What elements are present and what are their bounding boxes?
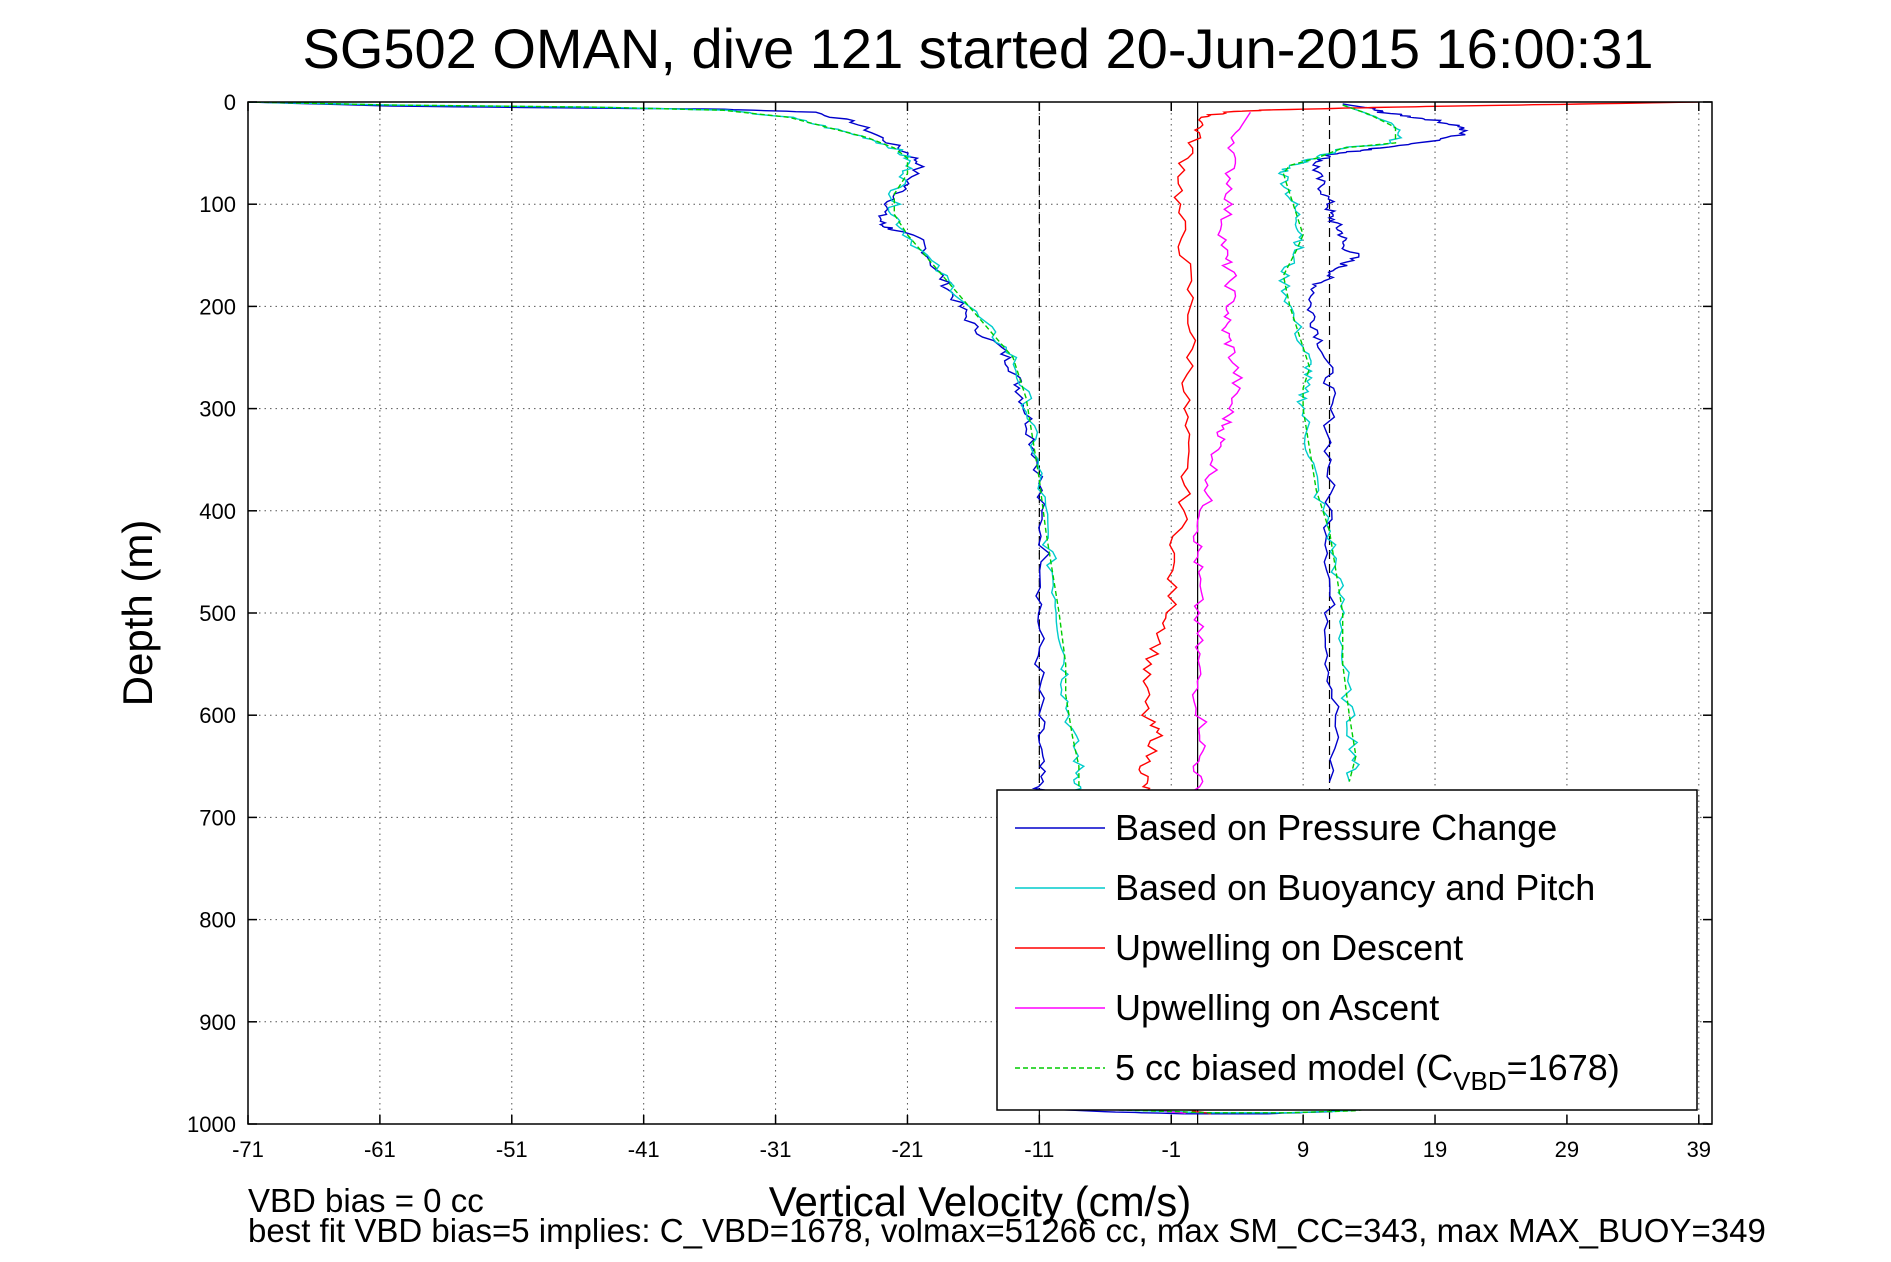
- series-line-based-on-buoyancy-and-pitch: [248, 102, 1086, 798]
- series-line-based-on-pressure-change: [248, 102, 1051, 798]
- x-tick-label: -51: [496, 1137, 528, 1162]
- legend-label: Upwelling on Descent: [1115, 927, 1463, 968]
- y-tick-label: 600: [199, 703, 236, 728]
- series-line-5-cc-biased-model-c-vbd-1678-: [248, 102, 1080, 797]
- x-tick-label: -61: [364, 1137, 396, 1162]
- x-tick-label: -21: [892, 1137, 924, 1162]
- x-tick-label: -11: [1024, 1137, 1054, 1162]
- y-tick-label: 800: [199, 908, 236, 933]
- y-tick-label: 500: [199, 601, 236, 626]
- x-axis-label: Vertical Velocity (cm/s): [769, 1178, 1191, 1225]
- plot-clip: [248, 102, 1699, 1115]
- legend-label: Based on Buoyancy and Pitch: [1115, 867, 1595, 908]
- y-tick-label: 1000: [187, 1112, 236, 1137]
- plot-area: -71 -61 -51 -41 -31 -21 -11 -1 9 19 29 39 0 100 200 30…: [187, 90, 1713, 1162]
- footnote-best-fit: best fit VBD bias=5 implies: C_VBD=1678,…: [248, 1212, 1766, 1249]
- legend-box: [996, 789, 1698, 1111]
- y-tick-label: 400: [199, 499, 236, 524]
- y-tick-label: 200: [199, 294, 236, 319]
- series-line-based-on-buoyancy-and-pitch: [1277, 104, 1403, 782]
- x-tick-label: -1: [1161, 1137, 1181, 1162]
- x-tick-label: -31: [760, 1137, 792, 1162]
- y-tick-label: 700: [199, 805, 236, 830]
- x-tick-label: 9: [1297, 1137, 1309, 1162]
- y-tick-label: 900: [199, 1010, 236, 1035]
- y-ticks: 0 100 200 300 400 500 600 700 800 900 1000: [187, 90, 1712, 1137]
- x-tick-label: -71: [232, 1137, 264, 1162]
- legend-label: Based on Pressure Change: [1115, 807, 1557, 848]
- y-tick-label: 300: [199, 397, 236, 422]
- footnote-vbd-bias: VBD bias = 0 cc: [248, 1182, 484, 1219]
- x-tick-label: 19: [1423, 1137, 1447, 1162]
- x-tick-label: -41: [628, 1137, 660, 1162]
- chart-title: SG502 OMAN, dive 121 started 20-Jun-2015…: [302, 17, 1653, 80]
- series-line-upwelling-on-ascent: [1190, 111, 1251, 798]
- legend: Based on Pressure Change Based on Buoyanc…: [996, 789, 1698, 1111]
- series-group: [248, 102, 1699, 1115]
- x-ticks: -71 -61 -51 -41 -31 -21 -11 -1 9 19 29 39: [232, 102, 1711, 1162]
- legend-label: Upwelling on Ascent: [1115, 987, 1439, 1028]
- series-line-5-cc-biased-model-c-vbd-1678-: [1282, 104, 1397, 782]
- series-line-upwelling-on-descent: [1138, 102, 1699, 798]
- x-tick-label: 39: [1687, 1137, 1711, 1162]
- x-tick-label: 29: [1555, 1137, 1579, 1162]
- y-axis-label: Depth (m): [114, 520, 161, 707]
- y-tick-label: 0: [224, 90, 236, 115]
- y-tick-label: 100: [199, 192, 236, 217]
- legend-label: 5 cc biased model (CVBD=1678): [1115, 1047, 1620, 1096]
- series-line-based-on-pressure-change: [1306, 103, 1469, 782]
